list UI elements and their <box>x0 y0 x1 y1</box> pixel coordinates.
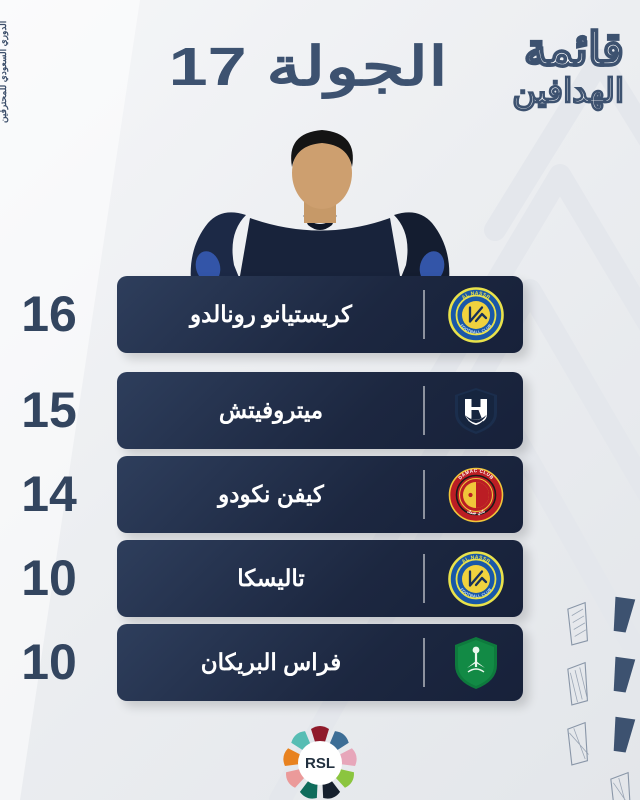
svg-text:RSL: RSL <box>305 755 335 772</box>
